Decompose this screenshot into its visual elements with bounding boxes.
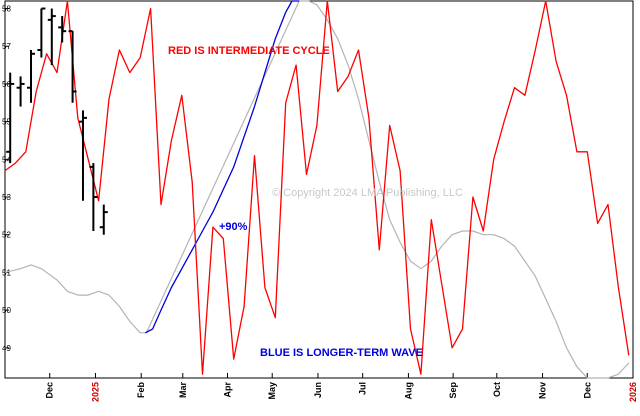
y-tick-label: 53 <box>2 193 11 202</box>
price-bar <box>89 163 98 231</box>
x-tick-label: Oct <box>492 382 502 397</box>
y-tick-label: 51 <box>2 268 11 277</box>
price-bar <box>16 76 25 107</box>
x-tick-label: Apr <box>223 382 233 398</box>
y-tick-label: 49 <box>2 344 11 353</box>
intermediate-cycle-line <box>4 0 630 375</box>
x-tick-label: May <box>267 382 277 400</box>
x-tick-label: Sep <box>448 382 458 399</box>
price-bar <box>68 30 77 103</box>
x-tick-label: 2025 <box>90 382 100 402</box>
x-tick-label: 2026 <box>628 382 638 402</box>
y-axis: 49 50 51 52 53 54 55 56 57 58 <box>2 5 11 353</box>
x-tick-label: Dec <box>582 382 592 399</box>
series-layer <box>4 0 630 379</box>
ghost-wave-line <box>4 0 630 379</box>
price-bar <box>99 204 108 235</box>
plot-frame <box>4 0 634 379</box>
price-bar <box>47 8 56 66</box>
y-tick-label: 54 <box>2 155 11 164</box>
price-bars <box>6 7 108 235</box>
y-tick-label: 57 <box>2 42 11 51</box>
x-tick-label: Jun <box>313 382 323 398</box>
price-bar <box>6 72 15 164</box>
x-tick-label: Aug <box>403 382 413 400</box>
price-bar <box>78 110 87 201</box>
price-bar <box>26 50 35 103</box>
y-tick-label: 52 <box>2 231 11 240</box>
blue-series-label: BLUE IS LONGER-TERM WAVE <box>260 347 423 359</box>
percent-gain-label: +90% <box>219 221 248 233</box>
y-tick-label: 56 <box>2 80 11 89</box>
x-axis: Dec 2025 Feb Mar Apr May Jun Jul Aug Sep Oct Nov Dec… <box>45 373 638 402</box>
price-bar <box>58 16 67 43</box>
y-tick-label: 58 <box>2 5 11 14</box>
x-tick-label: Nov <box>538 382 548 399</box>
y-tick-label: 50 <box>2 306 11 315</box>
plot-area <box>4 0 634 379</box>
watermark-text: © Copyright 2024 LMA Publishing, LLC <box>272 187 463 199</box>
y-tick-label: 55 <box>2 118 11 127</box>
x-tick-label: Feb <box>136 382 146 399</box>
price-bar <box>37 7 46 58</box>
x-tick-label: Jul <box>358 382 368 395</box>
red-series-label: RED IS INTERMEDIATE CYCLE <box>168 45 330 57</box>
longer-term-wave-line <box>145 0 300 334</box>
x-tick-label: Mar <box>178 382 188 399</box>
x-tick-label: Dec <box>45 382 55 399</box>
